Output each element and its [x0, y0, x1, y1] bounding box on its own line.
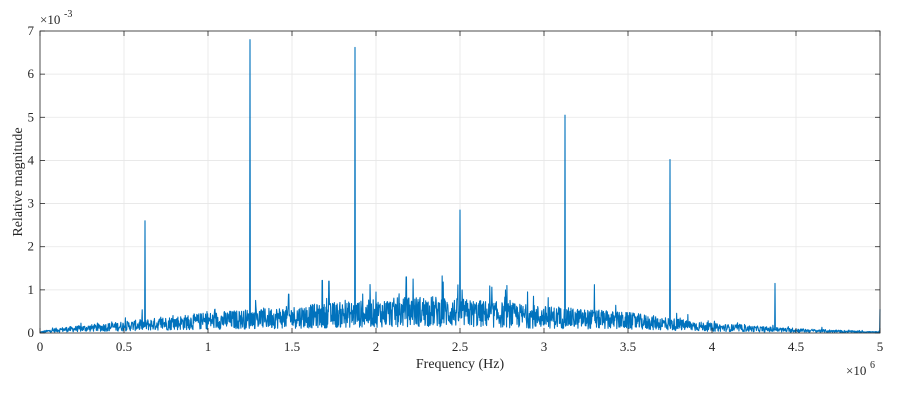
y-multiplier-exponent: -3	[64, 9, 72, 20]
plot-area	[39, 39, 881, 334]
y-tick-label: 0	[28, 325, 35, 340]
y-axis-ticks: 0 1 2 3 4 5 6 7	[28, 23, 880, 340]
y-axis-label: Relative magnitude	[11, 127, 26, 236]
x-tick-label: 2	[373, 339, 380, 354]
y-tick-label: 5	[28, 109, 35, 124]
x-tick-label: 4.5	[788, 339, 804, 354]
x-tick-label: 0.5	[116, 339, 132, 354]
x-tick-label: 3.5	[620, 339, 636, 354]
x-axis-ticks: 0 0.5 1 1.5 2 2.5 3 3.5 4 4.5 5	[37, 31, 884, 354]
x-tick-label: 0	[37, 339, 44, 354]
y-tick-label: 6	[28, 66, 35, 81]
x-multiplier-base: ×10	[846, 363, 866, 378]
x-tick-label: 4	[709, 339, 716, 354]
x-axis-label: Frequency (Hz)	[416, 357, 505, 372]
y-tick-label: 4	[28, 152, 35, 167]
y-multiplier-base: ×10	[40, 12, 60, 27]
x-tick-label: 5	[877, 339, 884, 354]
y-tick-label: 3	[28, 196, 35, 211]
x-tick-label: 1.5	[284, 339, 300, 354]
y-tick-label: 7	[28, 23, 35, 38]
x-tick-label: 2.5	[452, 339, 468, 354]
x-tick-label: 3	[541, 339, 548, 354]
y-tick-label: 2	[28, 239, 35, 254]
y-tick-label: 1	[28, 282, 35, 297]
spectrum-line	[39, 39, 881, 334]
x-tick-label: 1	[205, 339, 212, 354]
x-axis-multiplier: ×10 6	[846, 360, 875, 378]
y-axis-multiplier: ×10 -3	[40, 9, 72, 27]
x-multiplier-exponent: 6	[870, 360, 875, 371]
